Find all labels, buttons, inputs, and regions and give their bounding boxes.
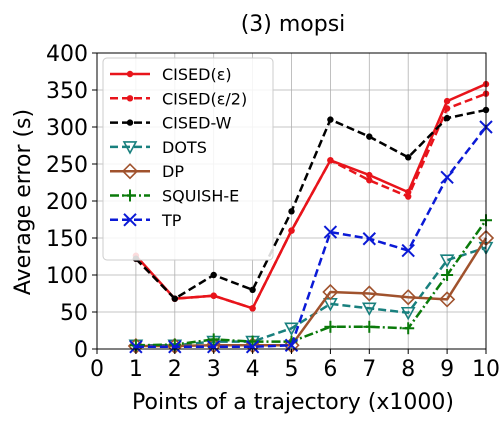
data-point: [207, 333, 220, 346]
y-tick-label: 200: [46, 190, 88, 215]
y-tick-label: 50: [60, 301, 88, 326]
legend-label: DOTS: [162, 138, 207, 157]
data-point: [366, 177, 373, 184]
x-tick-label: 9: [440, 357, 454, 382]
y-tick-label: 0: [74, 338, 88, 363]
data-point: [405, 193, 412, 200]
data-point: [366, 171, 373, 179]
data-point: [245, 340, 260, 354]
legend-marker: [126, 95, 134, 102]
x-tick-label: 1: [129, 357, 143, 382]
y-tick-label: 400: [46, 42, 88, 67]
y-tick-label: 300: [46, 116, 88, 141]
x-tick-label: 10: [472, 357, 500, 382]
x-tick-label: 4: [246, 357, 260, 382]
chart-title: (3) mopsi: [241, 12, 346, 37]
data-point: [362, 232, 377, 246]
x-tick-label: 7: [362, 357, 376, 382]
data-point: [322, 283, 339, 301]
series-line-3: [135, 246, 487, 347]
data-point: [363, 320, 376, 333]
legend-label: CISED(ε): [162, 65, 232, 84]
x-tick-label: 6: [323, 357, 337, 382]
y-tick-label: 150: [46, 227, 88, 252]
series-line-4: [135, 237, 488, 348]
data-point: [210, 271, 217, 279]
data-point: [171, 295, 178, 302]
data-point: [400, 289, 417, 306]
legend-box: [102, 57, 274, 261]
data-point: [284, 322, 299, 336]
legend-marker: [126, 70, 134, 78]
data-point: [441, 269, 454, 281]
x-tick-label: 0: [90, 357, 104, 382]
data-point: [400, 306, 416, 321]
data-point: [249, 305, 256, 312]
legend: CISED(ε) CISED(ε/2) CISED-W DOTS DP SQUISH-E T…: [102, 57, 274, 261]
legend-marker: [126, 119, 134, 126]
data-point: [361, 285, 378, 302]
legend-marker: [122, 141, 138, 155]
data-point: [210, 292, 217, 299]
data-point: [288, 227, 295, 234]
data-point: [405, 188, 412, 196]
legend-label: DP: [162, 162, 184, 181]
data-point: [366, 133, 373, 140]
data-point: [443, 114, 451, 122]
x-tick-label: 2: [168, 357, 182, 382]
data-point: [327, 116, 334, 123]
series-layer: [127, 80, 495, 355]
series-line-2: [135, 108, 487, 300]
y-tick-label: 350: [46, 79, 88, 104]
data-point: [206, 340, 221, 354]
x-axis-label: Points of a trajectory (x1000): [132, 390, 454, 415]
legend-marker: [124, 189, 136, 202]
legend-label: CISED-W: [162, 114, 232, 133]
x-tick-label: 5: [285, 357, 299, 382]
data-point: [405, 154, 412, 161]
data-point: [402, 322, 415, 335]
data-point: [324, 320, 337, 333]
data-point: [168, 340, 182, 354]
series-line-5: [135, 219, 488, 347]
data-point: [288, 208, 295, 215]
series-line-1: [135, 92, 487, 310]
data-point: [129, 340, 143, 354]
x-tick-label: 3: [207, 357, 221, 382]
x-tick-label: 8: [401, 357, 415, 382]
legend-label: SQUISH-E: [162, 187, 239, 206]
data-point: [440, 170, 454, 185]
data-point: [438, 291, 456, 308]
legend-marker: [123, 213, 137, 227]
y-tick-label: 250: [46, 153, 88, 178]
data-point: [443, 97, 451, 105]
legend-label: CISED(ε/2): [162, 89, 247, 108]
series-line-6: [135, 126, 487, 349]
data-point: [323, 225, 338, 239]
legend-marker: [121, 163, 139, 180]
y-tick-label: 100: [46, 264, 88, 289]
data-point: [401, 243, 415, 258]
data-point: [443, 105, 451, 112]
data-point: [249, 286, 256, 293]
legend-label: TP: [161, 211, 182, 230]
data-point: [327, 157, 334, 164]
y-axis-label: Average error (s): [11, 109, 36, 295]
data-point: [361, 302, 377, 316]
data-point: [439, 254, 455, 268]
